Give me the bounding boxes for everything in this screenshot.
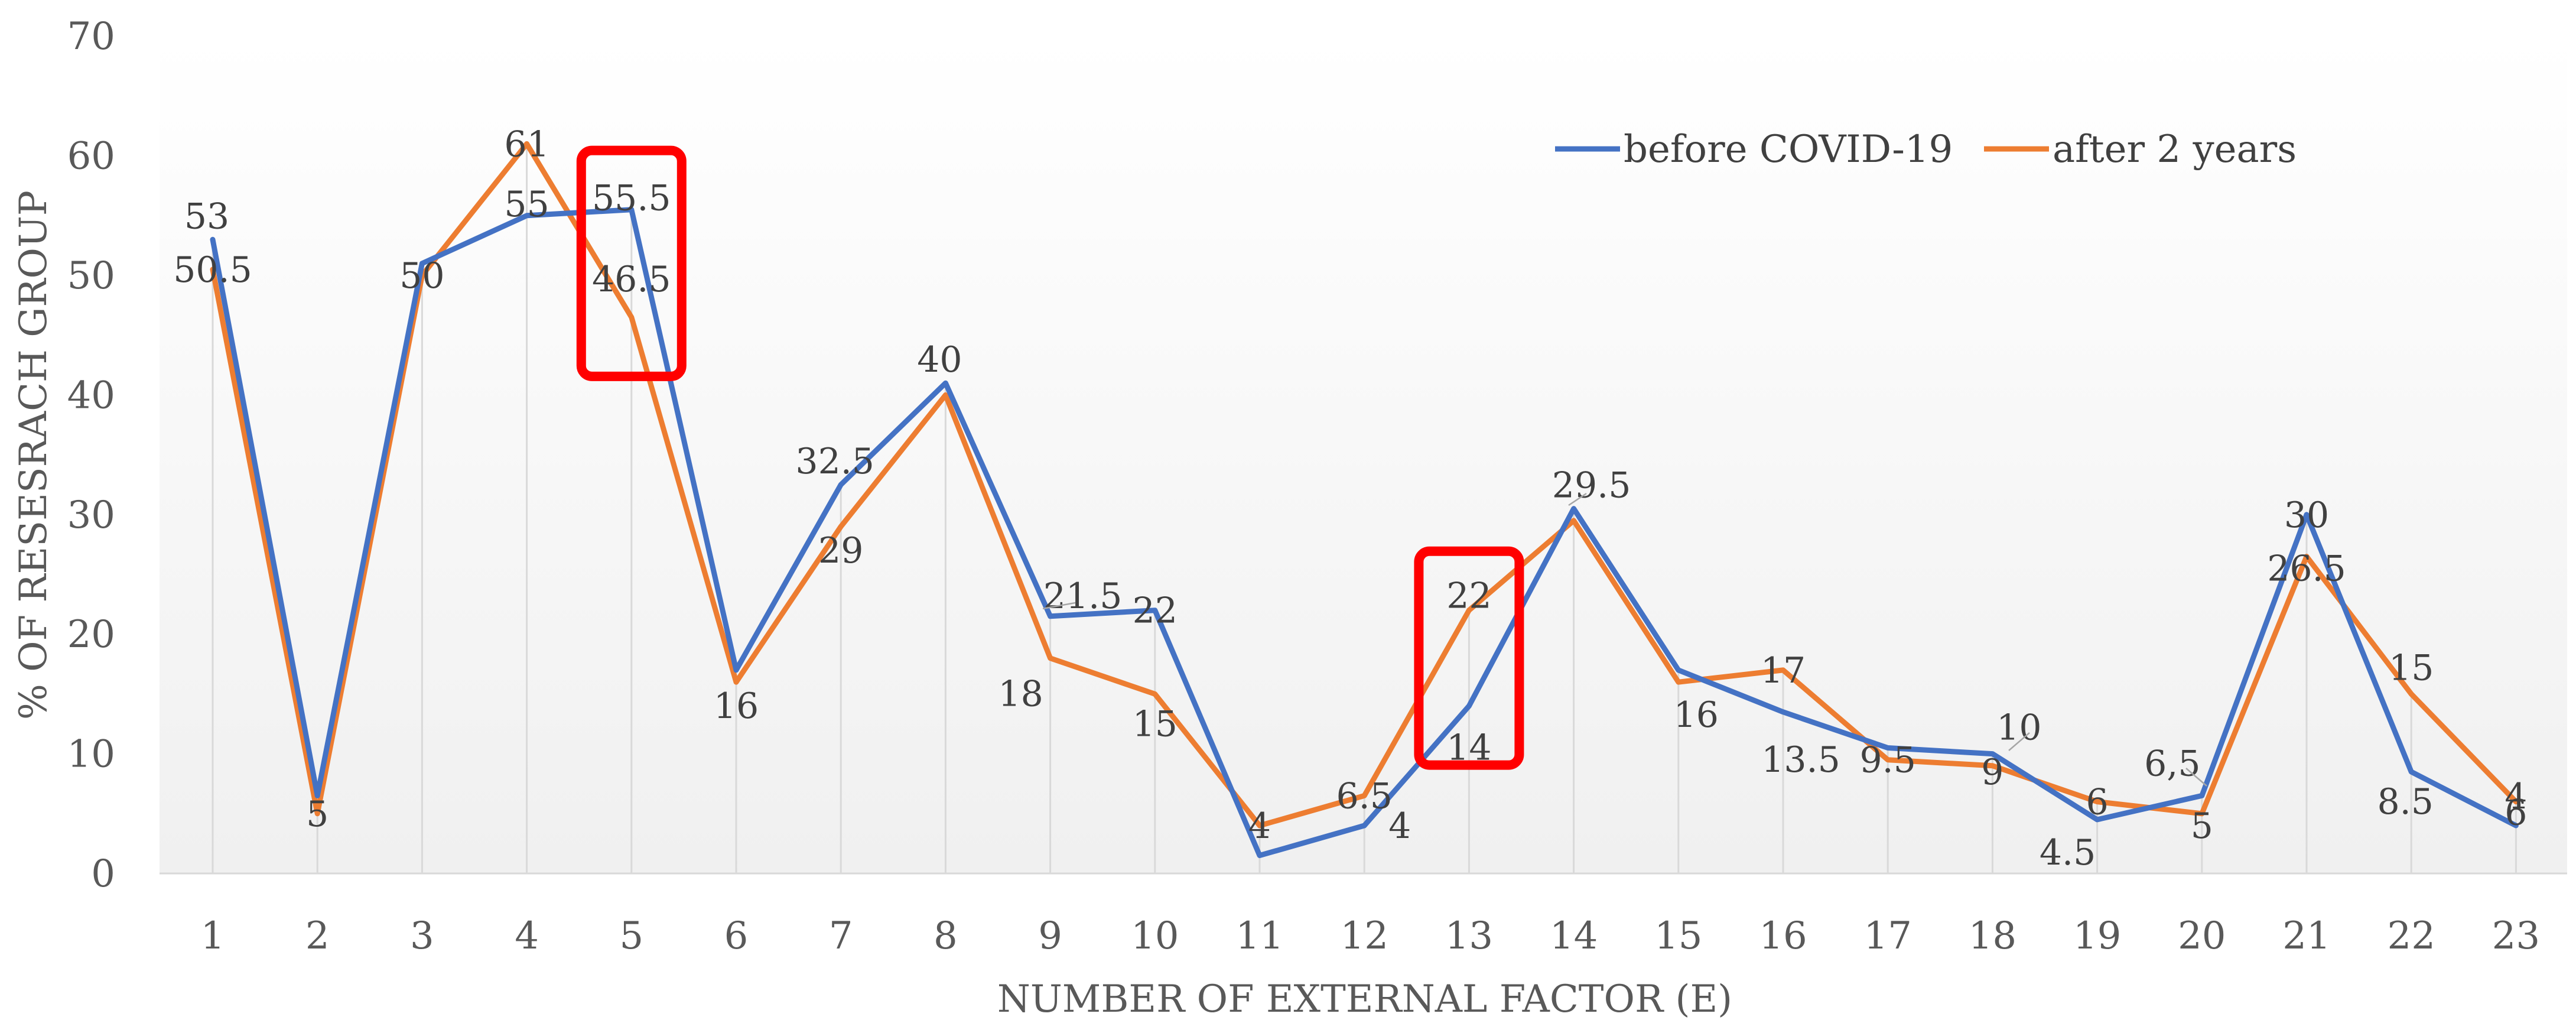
data-label: 6 [2505, 792, 2527, 834]
y-tick-label: 0 [91, 852, 115, 896]
label-leader-line [1568, 492, 1587, 506]
x-tick-label: 11 [1235, 914, 1283, 958]
data-label: 17 [1761, 650, 1806, 691]
data-label: 61 [504, 124, 549, 165]
x-tick-label: 22 [2387, 914, 2435, 958]
data-label: 6 [2086, 782, 2109, 823]
y-tick-label: 20 [67, 613, 115, 657]
data-label: 22 [1446, 576, 1491, 617]
data-label: 8.5 [2377, 781, 2433, 823]
x-tick-label: 7 [829, 914, 853, 958]
data-label: 9 [1981, 752, 2003, 793]
x-tick-label: 12 [1340, 914, 1388, 958]
x-tick-label: 1 [201, 914, 225, 958]
x-tick-label: 14 [1550, 914, 1598, 958]
series-line-before-covid [210, 207, 2519, 859]
plot-area [160, 37, 2567, 873]
legend-label-before-covid: before COVID-19 [1624, 128, 1953, 171]
x-tick-label: 16 [1759, 914, 1807, 958]
data-label: 22 [1133, 590, 1178, 632]
data-label: 46.5 [592, 259, 671, 300]
label-leader-line [2185, 768, 2207, 787]
x-tick-label: 4 [515, 914, 539, 958]
x-tick-label: 17 [1863, 914, 1911, 958]
data-label: 26.5 [2267, 548, 2346, 590]
x-tick-label: 6 [724, 914, 749, 958]
y-tick-label: 30 [67, 493, 115, 537]
y-axis-title: % OF RESESRACH GROUP [12, 190, 56, 720]
x-tick-label: 2 [305, 914, 330, 958]
series-line-after-2-years [210, 141, 2519, 829]
data-label: 30 [2284, 495, 2329, 536]
y-tick-label: 60 [67, 135, 115, 178]
data-label: 29.5 [1552, 465, 1631, 506]
data-label: 4.5 [2040, 832, 2096, 873]
data-label: 5 [306, 794, 328, 835]
legend: before COVID-19 after 2 years [1555, 128, 2297, 171]
data-label: 50.5 [173, 249, 252, 291]
data-label: 6,5 [2144, 743, 2200, 784]
highlight-box-factor-13 [1414, 546, 1524, 770]
data-label: 15 [1133, 703, 1178, 745]
label-leader-line [2008, 732, 2030, 751]
highlight-boxes [576, 145, 1524, 770]
data-label: 15 [2389, 647, 2434, 688]
x-axis-title: NUMBER OF EXTERNAL FACTOR (E) [997, 977, 1732, 1021]
highlight-box-factor-5 [576, 145, 687, 381]
data-label: 4 [1248, 805, 1271, 847]
legend-label-after-2-years: after 2 years [2053, 128, 2297, 171]
data-label: 32.5 [795, 441, 874, 482]
y-tick-label: 50 [67, 254, 115, 298]
x-tick-label: 15 [1654, 914, 1702, 958]
x-tick-label: 19 [2073, 914, 2121, 958]
x-tick-label: 18 [1969, 914, 2016, 958]
x-tick-label: 23 [2492, 914, 2540, 958]
x-tick-label: 3 [410, 914, 434, 958]
data-label: 4 [1388, 805, 1411, 847]
data-label: 53 [184, 196, 229, 237]
data-label: 55.5 [592, 178, 671, 219]
y-tick-label: 10 [67, 733, 115, 777]
data-label: 5 [2191, 805, 2213, 847]
x-tick-label: 20 [2178, 914, 2226, 958]
data-label: 50 [399, 255, 444, 297]
x-tick-label: 21 [2282, 914, 2330, 958]
data-label: 40 [917, 339, 962, 381]
x-axis-ticks: 1 2 3 4 5 6 7 8 9 10 11 12 13 14 15 16 17 18 19 20 21 22 23 [201, 914, 2540, 958]
data-label: 55 [504, 184, 549, 225]
data-label: 16 [714, 686, 759, 727]
series-lines [210, 141, 2519, 859]
x-tick-label: 8 [934, 914, 958, 958]
data-label: 18 [998, 674, 1043, 715]
label-leader-line [1042, 602, 1076, 610]
data-label: 13.5 [1761, 739, 1840, 781]
data-label: 29 [818, 530, 863, 571]
data-label: 9.5 [1859, 740, 1915, 781]
data-label: 21.5 [1043, 576, 1123, 617]
y-tick-label: 70 [67, 15, 115, 59]
y-axis-ticks: 0 10 20 30 40 50 60 70 [67, 15, 115, 896]
data-label: 16 [1674, 694, 1719, 736]
x-tick-label: 9 [1038, 914, 1062, 958]
y-tick-label: 40 [67, 373, 115, 417]
x-tick-label: 10 [1131, 914, 1179, 958]
x-tick-label: 5 [619, 914, 643, 958]
x-tick-label: 13 [1445, 914, 1493, 958]
data-label: 4 [2505, 776, 2527, 817]
data-label: 6.5 [1336, 775, 1392, 817]
